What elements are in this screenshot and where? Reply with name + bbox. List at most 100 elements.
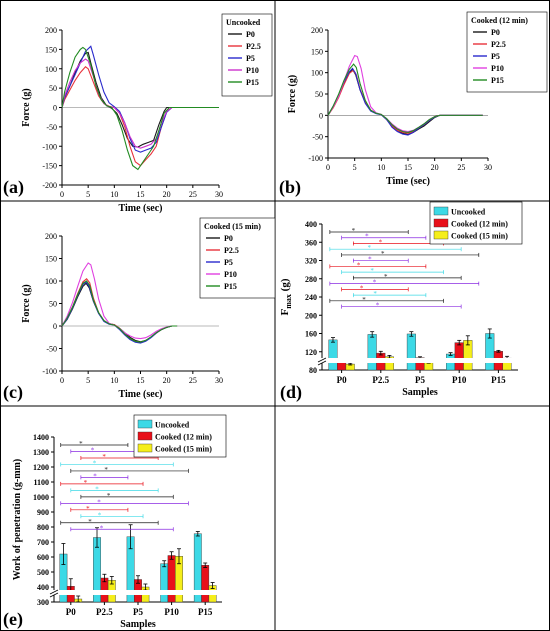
legend: Uncooked Cooked (12 min) Cooked (15 min)	[429, 201, 523, 245]
significance-marker: *	[104, 466, 108, 474]
series-line-P10	[61, 262, 178, 340]
axis-break-mark	[317, 357, 327, 363]
y-tick-label: 50	[49, 84, 57, 93]
y-tick-label: -100	[308, 154, 323, 163]
y-tick-label: 500	[37, 568, 49, 577]
axis-break-mark	[49, 592, 59, 598]
legend-entry: P10	[224, 270, 237, 279]
x-axis-label: Time (sec)	[386, 176, 430, 187]
legend-entry: P2.5	[224, 246, 239, 255]
legend-title: Cooked (15 min)	[204, 222, 261, 231]
legend-box	[466, 11, 548, 93]
x-tick-label: 30	[215, 190, 223, 199]
legend-title: Cooked (12 min)	[471, 16, 528, 25]
x-tick-label: 10	[377, 163, 385, 172]
y-label-unit: (g)	[279, 278, 291, 294]
y-tick-label: 700	[37, 538, 49, 547]
category-label: P5	[133, 607, 143, 617]
x-axis-label: Time (sec)	[119, 203, 163, 214]
bar-P15-1	[201, 565, 210, 603]
y-tick-label: 1200	[33, 463, 49, 472]
legend: Cooked (12 min) P0 P2.5 P5 P10 P15	[466, 11, 548, 93]
y-tick-label: 100	[311, 69, 323, 78]
y-tick-label: 1000	[33, 493, 49, 502]
y-tick-label: 360	[305, 238, 317, 247]
panel-label: (a)	[3, 177, 24, 198]
legend-swatch	[137, 431, 153, 441]
chart-4: 80 120 160 200 240 280 320 360 400 Fmax (g) Sample…	[279, 201, 523, 398]
legend-entry: Uncooked	[451, 208, 486, 217]
x-tick-label: 10	[110, 376, 118, 385]
y-tick-label: -200	[42, 181, 57, 190]
legend-swatch	[433, 206, 449, 216]
category-label: P2.5	[96, 607, 113, 617]
y-tick-label: 0	[53, 104, 57, 113]
x-tick-label: 5	[86, 376, 90, 385]
y-tick-label: -100	[42, 367, 57, 376]
category-label: P15	[491, 375, 506, 385]
category-label: P10	[164, 607, 179, 617]
x-tick-label: 30	[215, 376, 223, 385]
category-label: P0	[66, 607, 76, 617]
significance-marker: *	[107, 492, 111, 500]
axis-break-gap	[50, 590, 222, 595]
y-tick-label: -50	[46, 123, 57, 132]
y-tick-label: 150	[311, 47, 323, 56]
y-tick-label: 0	[319, 111, 323, 120]
category-label: P10	[452, 375, 467, 385]
y-tick-label: 50	[315, 90, 323, 99]
series-line-P2.5	[327, 69, 483, 134]
significance-marker: *	[376, 302, 380, 310]
series-line-P5	[327, 67, 483, 136]
y-axis-label: Fmax (g)	[279, 278, 293, 315]
x-tick-label: 20	[163, 376, 171, 385]
x-tick-label: 0	[60, 190, 64, 199]
significance-marker: *	[95, 485, 99, 493]
panel-label: (d)	[280, 382, 302, 403]
legend-swatch	[137, 443, 153, 453]
chart-5: 300 400 500 600 700 800 900 1000 1100 1200 1300 140…	[12, 414, 227, 630]
y-tick-label: 200	[45, 232, 57, 241]
significance-marker: *	[373, 279, 377, 287]
category-label: P2.5	[372, 375, 389, 385]
significance-marker: *	[352, 227, 356, 235]
legend: Uncooked Cooked (12 min) Cooked (15 min)	[133, 414, 227, 458]
x-tick-label: 15	[137, 190, 145, 199]
legend-entry: P15	[224, 282, 237, 291]
panel-label: (b)	[279, 177, 301, 198]
y-tick-label: 0	[53, 322, 57, 331]
legend-entry: P2.5	[491, 40, 506, 49]
y-tick-label: -150	[42, 162, 57, 171]
series-line-P2.5	[61, 278, 178, 343]
legend: Cooked (15 min) P0 P2.5 P5 P10 P15	[199, 217, 276, 299]
y-tick-label: 150	[45, 45, 57, 54]
bar-P0-0	[328, 339, 338, 371]
y-tick-label: 900	[37, 508, 49, 517]
legend-entry: Cooked (15 min)	[451, 232, 508, 241]
category-label: P0	[337, 375, 347, 385]
y-tick-label: 400	[305, 220, 317, 229]
significance-marker: *	[360, 284, 364, 292]
significance-marker: *	[365, 233, 369, 241]
series-line-P5	[61, 45, 219, 153]
legend-entry: P15	[246, 78, 259, 87]
legend-entry: P0	[491, 28, 500, 37]
significance-marker: *	[100, 524, 104, 532]
bar-P15-0	[485, 333, 495, 371]
y-tick-label: 280	[305, 275, 317, 284]
y-tick-label: 1100	[33, 478, 49, 487]
significance-marker: *	[379, 238, 383, 246]
y-tick-label: 400	[37, 583, 49, 592]
significance-marker: *	[367, 244, 371, 252]
significance-marker: *	[88, 518, 92, 526]
chart-1: 0 5 10 15 20 25 30 -200 -150 -100 -50 0 50 100 150 200 T…	[21, 13, 273, 214]
y-label-main: F	[279, 308, 291, 315]
legend-entry: Cooked (12 min)	[155, 433, 212, 442]
x-tick-label: 25	[457, 163, 465, 172]
legend-entry: P0	[224, 234, 233, 243]
bar-P10-1	[167, 555, 176, 603]
significance-marker: *	[370, 267, 374, 275]
y-tick-label: 80	[309, 366, 317, 375]
x-tick-label: 15	[404, 163, 412, 172]
